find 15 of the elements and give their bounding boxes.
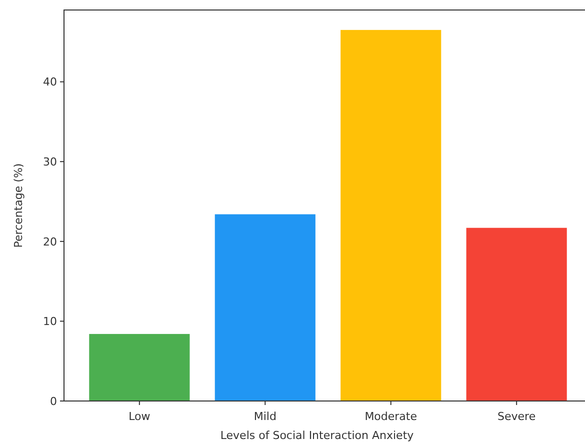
x-tick-label: Mild: [254, 410, 276, 423]
bar: [340, 30, 442, 401]
x-tick-label: Severe: [498, 410, 536, 423]
y-tick-label: 30: [43, 155, 57, 168]
x-axis-title: Levels of Social Interaction Anxiety: [220, 429, 414, 442]
y-tick-label: 20: [43, 235, 57, 248]
y-tick-label: 0: [50, 394, 57, 408]
x-tick-label: Low: [128, 410, 150, 423]
bar: [214, 214, 316, 401]
y-axis-title: Percentage (%): [12, 163, 25, 248]
y-tick-label: 10: [43, 315, 57, 328]
bar: [466, 228, 567, 401]
x-tick-label: Moderate: [364, 410, 418, 423]
y-tick-label: 40: [43, 76, 57, 89]
bar: [89, 334, 190, 401]
